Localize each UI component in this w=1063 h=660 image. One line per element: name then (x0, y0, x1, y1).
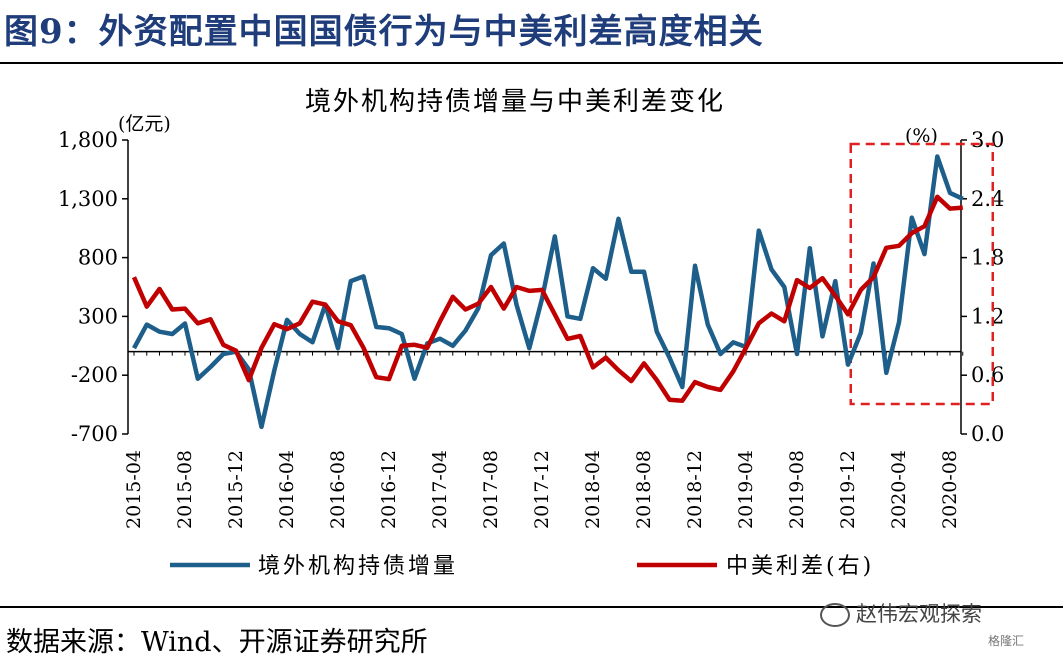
highlight-box (849, 142, 994, 406)
left-tick-label: -700 (71, 422, 118, 446)
left-tick-labels: 1,800 1,300 800 300 -200 -700 (58, 128, 128, 446)
chart: 境外机构持债增量与中美利差变化 (亿元) (%) 1,800 1,300 800 30… (58, 87, 1005, 579)
legend-label-flow: 境外机构持债增量 (258, 554, 458, 579)
left-tick-label: 300 (78, 304, 118, 328)
x-tick-label: 2019-04 (735, 450, 757, 529)
left-tick-label: -200 (71, 363, 118, 387)
x-tick-label: 2020-04 (888, 450, 910, 529)
bottom-rule (0, 606, 1063, 608)
x-tick-label: 2016-04 (276, 450, 298, 529)
x-tick-label: 2019-08 (786, 450, 808, 529)
x-tick-label: 2015-08 (174, 450, 196, 529)
series-line-spread (131, 194, 963, 403)
right-tick-labels: 3.0 2.4 1.8 1.2 0.6 0.0 (961, 128, 1004, 446)
top-rule (0, 62, 1063, 64)
left-tick-label: 800 (78, 246, 118, 270)
wechat-icon (820, 603, 850, 627)
right-axis-unit: (%) (905, 125, 938, 147)
x-tick-label: 2018-12 (684, 450, 706, 529)
right-tick-label: 1.8 (971, 246, 1004, 270)
chart-title: 境外机构持债增量与中美利差变化 (305, 87, 725, 117)
x-tick-label: 2020-08 (939, 450, 961, 529)
x-tick-label: 2018-04 (582, 450, 604, 529)
x-tick-label: 2016-08 (327, 450, 349, 529)
x-tick-labels: 2015-04 2015-08 2015-12 2016-04 2016-08 2016-… (123, 351, 964, 529)
x-tick-label: 2015-04 (123, 450, 145, 529)
x-tick-label: 2015-12 (225, 450, 247, 529)
x-tick-label: 2016-12 (378, 450, 400, 529)
left-tick-label: 1,300 (58, 187, 118, 211)
right-tick-label: 0.0 (971, 422, 1004, 446)
legend-label-spread: 中美利差(右) (726, 554, 874, 579)
x-tick-label: 2017-04 (429, 450, 451, 529)
x-tick-label: 2019-12 (837, 450, 859, 529)
left-axis-unit: (亿元) (118, 113, 171, 135)
x-tick-label: 2017-12 (531, 450, 553, 529)
figure-title: 图9：外资配置中国国债行为与中美利差高度相关 (4, 12, 764, 52)
right-tick-label: 3.0 (971, 128, 1004, 152)
right-tick-label: 0.6 (971, 363, 1004, 387)
right-tick-label: 2.4 (971, 187, 1004, 211)
legend: 境外机构持债增量 中美利差(右) (170, 554, 874, 579)
left-tick-label: 1,800 (58, 128, 118, 152)
source-note: 数据来源：Wind、开源证券研究所 (6, 627, 428, 658)
x-tick-label: 2017-08 (480, 450, 502, 529)
watermark-small: 格隆汇 (988, 634, 1025, 648)
x-tick-label: 2018-08 (633, 450, 655, 529)
watermark: 赵伟宏观探索 (820, 598, 982, 628)
right-tick-label: 1.2 (971, 304, 1004, 328)
series-line-flow (132, 154, 964, 430)
